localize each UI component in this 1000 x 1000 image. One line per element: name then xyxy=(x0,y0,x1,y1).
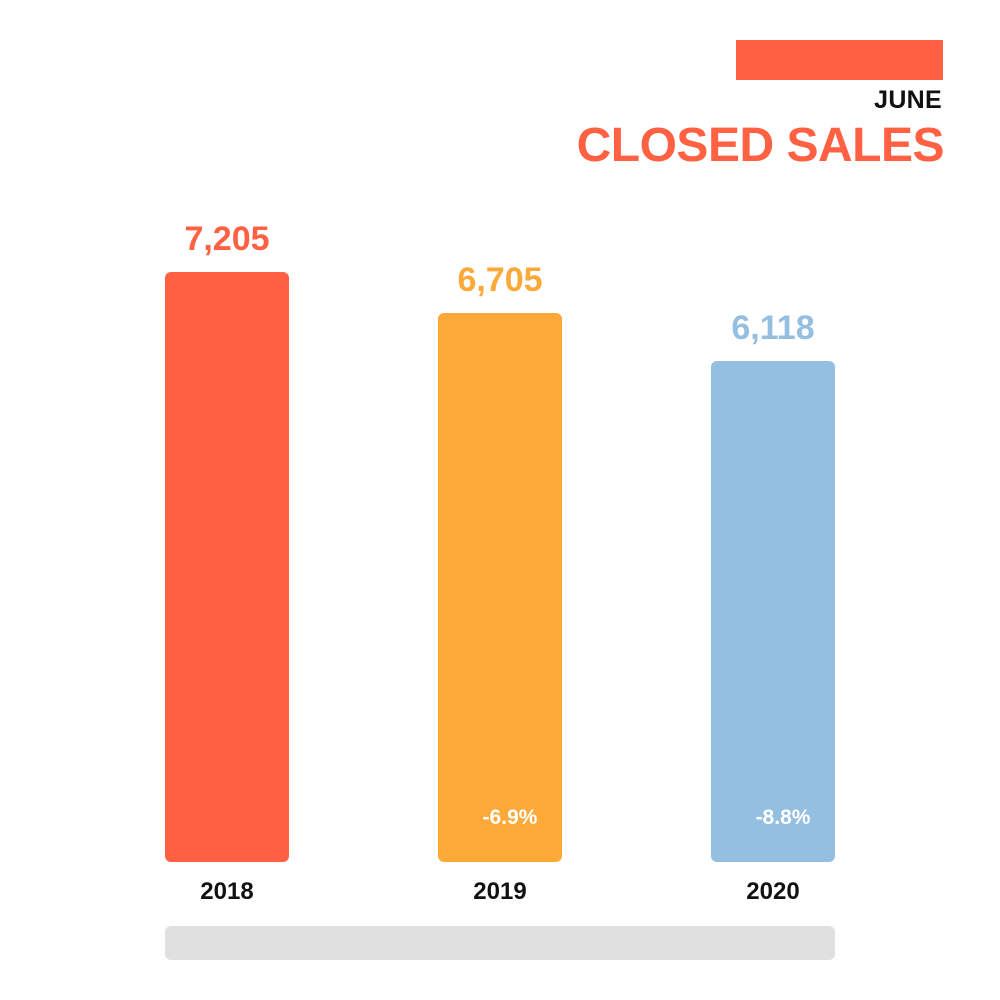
bar-2019 xyxy=(438,312,562,862)
scroll-track[interactable] xyxy=(165,926,835,960)
accent-block xyxy=(736,40,943,80)
value-label-2020: 6,118 xyxy=(731,309,814,347)
value-label-2018: 7,205 xyxy=(184,220,269,258)
chart-title: CLOSED SALES xyxy=(576,119,945,172)
x-tick-label-2019: 2019 xyxy=(473,878,526,905)
change-label-2020: -8.8% xyxy=(756,806,811,829)
bar-2020 xyxy=(711,361,835,862)
change-label-2019: -6.9% xyxy=(483,806,538,829)
x-tick-label-2020: 2020 xyxy=(746,878,799,905)
x-tick-label-2018: 2018 xyxy=(200,878,253,905)
bar-2018 xyxy=(165,272,289,862)
chart-subtitle: JUNE xyxy=(874,86,942,114)
value-label-2019: 6,705 xyxy=(457,261,542,299)
